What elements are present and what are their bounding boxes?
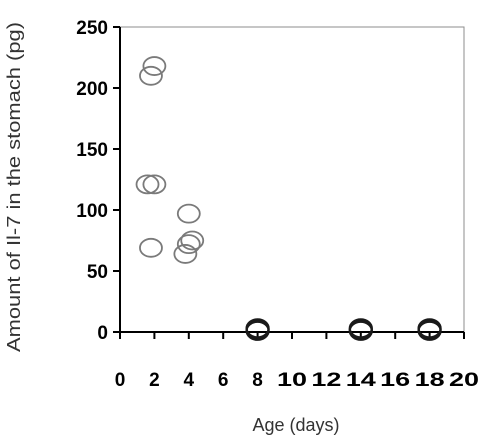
y-axis-ticks: 0 50 100 150 200 250 [76, 18, 120, 344]
y-tick-label: 0 [97, 323, 108, 344]
x-tick-label: 14 [346, 370, 377, 391]
y-tick-label: 100 [76, 201, 108, 222]
plot-area-frame [119, 26, 465, 333]
data-point [139, 65, 163, 86]
x-axis-ticks: 0 2 4 6 8 10 12 14 16 18 20 [115, 332, 479, 391]
x-tick-label: 16 [380, 370, 410, 391]
data-point [173, 244, 198, 264]
y-tick-label: 200 [76, 79, 108, 100]
x-tick-label: 18 [415, 370, 445, 391]
x-tick-label: 12 [311, 370, 341, 391]
y-tick-label: 250 [76, 18, 108, 39]
x-tick-label: 20 [449, 370, 479, 391]
x-tick-label: 6 [218, 370, 229, 391]
data-point [180, 230, 205, 251]
data-point [176, 203, 201, 224]
x-tick-label: 2 [149, 370, 160, 391]
data-point [417, 318, 442, 339]
x-axis-title: Age (days) [252, 415, 339, 435]
data-point [245, 318, 270, 339]
data-point [139, 237, 163, 258]
data-points [135, 56, 442, 341]
data-point [135, 174, 160, 195]
x-tick-label: 4 [184, 370, 195, 391]
x-tick-label: 0 [115, 370, 126, 391]
data-point [176, 234, 201, 255]
data-point [348, 318, 373, 339]
y-tick-label: 150 [76, 140, 108, 161]
y-tick-label: 50 [87, 262, 108, 283]
x-tick-label: 10 [277, 370, 307, 391]
data-point [142, 56, 167, 76]
y-axis-title: Amount of Il-7 in the stomach (pg) [4, 22, 24, 352]
data-point [142, 174, 167, 195]
x-tick-label: 8 [252, 370, 263, 391]
